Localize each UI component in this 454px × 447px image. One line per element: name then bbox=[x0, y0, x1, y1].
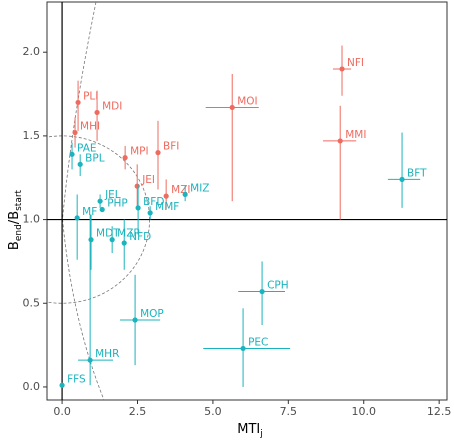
plot-frame bbox=[46, 1, 448, 401]
point-label: MHR bbox=[95, 348, 119, 360]
point bbox=[88, 237, 94, 243]
point bbox=[229, 104, 235, 111]
point bbox=[135, 205, 141, 211]
point bbox=[75, 99, 81, 106]
point-label: MZP bbox=[117, 228, 140, 240]
point bbox=[77, 161, 83, 167]
point bbox=[97, 198, 103, 204]
point-label: BFD bbox=[143, 196, 164, 208]
point bbox=[122, 155, 128, 161]
point-label: BFT bbox=[407, 167, 427, 179]
x-tick-label: 0.0 bbox=[53, 405, 71, 418]
y-label-part: B bbox=[7, 241, 22, 250]
x-tick-label: 2.5 bbox=[129, 405, 147, 418]
point bbox=[147, 210, 153, 216]
x-label-main: MTI bbox=[237, 422, 260, 437]
point bbox=[339, 66, 345, 72]
point bbox=[87, 357, 93, 363]
y-tick-label: 2.0 bbox=[23, 45, 41, 58]
point-label: BFI bbox=[163, 141, 179, 153]
point bbox=[72, 129, 78, 136]
x-tick-label: 10.0 bbox=[351, 405, 376, 418]
point-label: MOI bbox=[237, 95, 257, 107]
dashed-curve bbox=[62, 2, 105, 400]
point-label: MDI bbox=[102, 100, 122, 112]
point-label: MPI bbox=[130, 146, 149, 158]
point bbox=[399, 176, 405, 183]
point-label: NFI bbox=[347, 57, 364, 69]
y-tick-label: 1.5 bbox=[23, 129, 41, 142]
point bbox=[59, 382, 65, 388]
point-label: PEC bbox=[248, 336, 268, 348]
point-label: FFS bbox=[67, 373, 86, 385]
point-label: CPH bbox=[267, 280, 289, 292]
point bbox=[163, 193, 169, 199]
point bbox=[155, 150, 161, 156]
point-label: PAE bbox=[77, 142, 96, 154]
point-label: BPL bbox=[85, 152, 105, 164]
y-label-part: /B bbox=[7, 211, 22, 224]
point bbox=[240, 345, 246, 352]
point bbox=[121, 240, 127, 246]
point-label: PLI bbox=[83, 90, 98, 102]
point bbox=[259, 288, 265, 295]
y-label-sub: end bbox=[14, 224, 24, 241]
point bbox=[74, 215, 80, 221]
point-label: NFD bbox=[129, 231, 151, 243]
y-tick-label: 0.5 bbox=[23, 296, 41, 309]
point-label: MMI bbox=[345, 129, 366, 141]
point-label: MOP bbox=[140, 308, 164, 320]
point-label: MF bbox=[82, 206, 97, 218]
x-axis-label: MTIj bbox=[237, 422, 263, 439]
y-tick-label: 1.0 bbox=[23, 213, 41, 226]
point bbox=[69, 151, 75, 157]
point bbox=[132, 317, 138, 323]
y-axis-label: Bend/Bstart bbox=[7, 189, 24, 250]
point-label: JEL bbox=[104, 189, 121, 201]
plot-area: NFIMOIMMIPLIMDIMHIBFIMPIJEIMZIPAEBPLBFTM… bbox=[47, 2, 447, 400]
point-label: MDT bbox=[96, 228, 120, 240]
y-tick-label: 0.0 bbox=[23, 380, 41, 393]
point-label: MMF bbox=[155, 201, 179, 213]
y-label-sub: start bbox=[14, 189, 24, 210]
point bbox=[337, 138, 343, 144]
point bbox=[109, 237, 115, 243]
point bbox=[182, 191, 188, 198]
point bbox=[94, 109, 100, 116]
point bbox=[99, 206, 105, 213]
x-tick-label: 12.5 bbox=[427, 405, 452, 418]
x-label-sub: j bbox=[259, 429, 263, 439]
point-label: JEI bbox=[141, 174, 155, 186]
x-tick-label: 5.0 bbox=[204, 405, 222, 418]
x-tick-label: 7.5 bbox=[280, 405, 298, 418]
point-label: PHP bbox=[107, 198, 128, 210]
point bbox=[134, 183, 140, 189]
point-label: MHI bbox=[80, 121, 100, 133]
point-label: MIZ bbox=[190, 182, 209, 194]
